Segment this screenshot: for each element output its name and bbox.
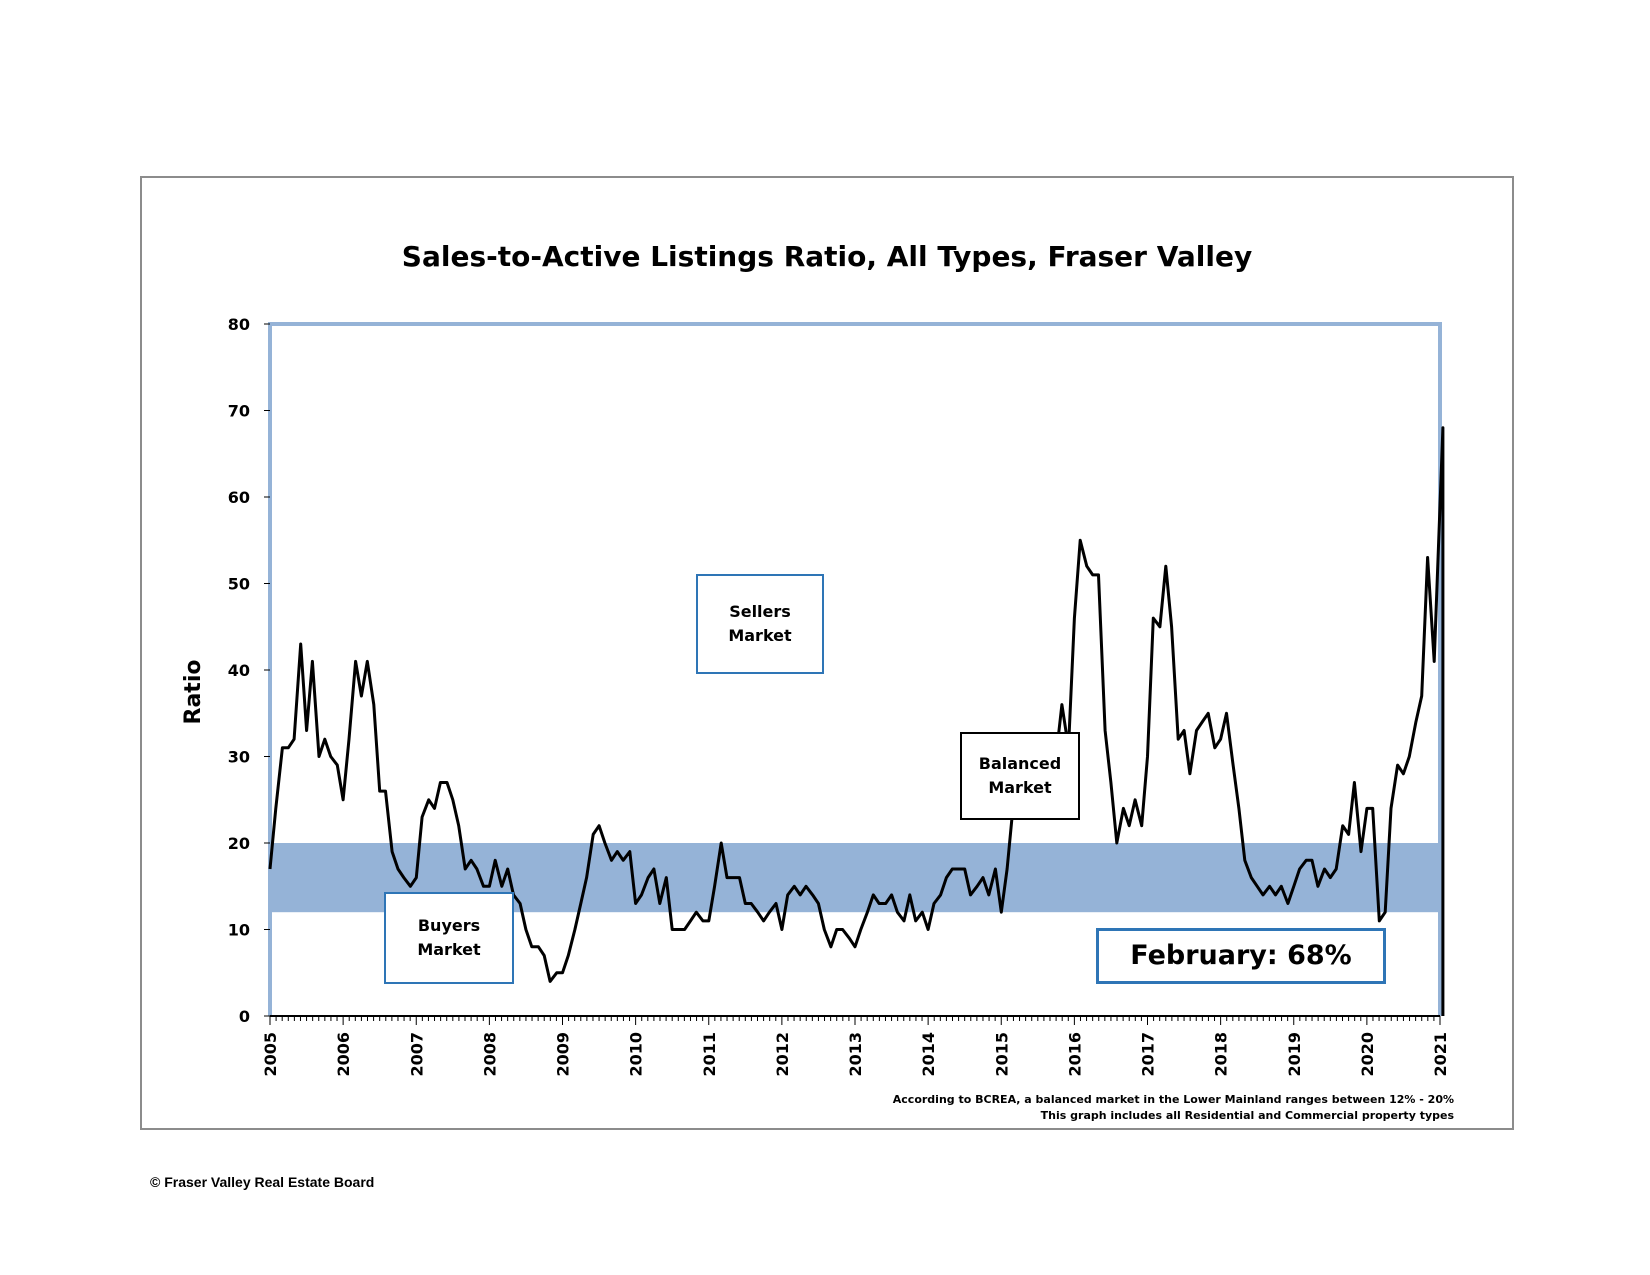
- axis-layer: 0 10 20 30 40 50 60 70 80 2005 2006 2007 2008 2009 201…: [228, 315, 1450, 1077]
- y-tick-label: 70: [228, 402, 250, 421]
- buyers-market-line1: Buyers: [417, 916, 481, 935]
- x-tick-label: 2011: [700, 1032, 719, 1077]
- chart-title: Sales-to-Active Listings Ratio, All Type…: [401, 240, 1253, 273]
- x-tick-label: 2009: [554, 1032, 573, 1077]
- y-tick-label: 0: [239, 1007, 250, 1026]
- buyers-market-label: Buyers Market: [384, 892, 514, 984]
- y-tick-label: 40: [228, 661, 250, 680]
- x-tick-label: 2017: [1139, 1032, 1158, 1077]
- february-highlight: February: 68%: [1096, 928, 1386, 984]
- balanced-market-label: Balanced Market: [960, 732, 1080, 820]
- x-tick-label: 2016: [1065, 1032, 1084, 1077]
- balanced-market-line2: Market: [988, 778, 1052, 797]
- x-tick-label: 2005: [261, 1032, 280, 1077]
- x-tick-label: 2015: [992, 1032, 1011, 1077]
- chart-notes: According to BCREA, a balanced market in…: [893, 1092, 1454, 1124]
- y-tick-label: 80: [228, 315, 250, 334]
- sellers-market-line2: Market: [728, 626, 792, 645]
- x-tick-label: 2007: [407, 1032, 426, 1077]
- x-tick-label: 2021: [1431, 1032, 1450, 1077]
- y-tick-label: 60: [228, 488, 250, 507]
- x-tick-label: 2010: [627, 1032, 646, 1077]
- buyers-market-line2: Market: [417, 940, 481, 959]
- series-layer: [268, 426, 1445, 1016]
- sellers-market-label: Sellers Market: [696, 574, 824, 674]
- y-tick-label: 30: [228, 748, 250, 767]
- x-tick-label: 2019: [1285, 1032, 1304, 1077]
- x-tick-label: 2008: [480, 1032, 499, 1077]
- x-tick-label: 2006: [334, 1032, 353, 1077]
- y-axis-title: Ratio: [181, 660, 206, 725]
- y-tick-label: 20: [228, 834, 250, 853]
- y-tick-label: 50: [228, 575, 250, 594]
- property-types-note: This graph includes all Residential and …: [1040, 1109, 1454, 1122]
- sellers-market-line1: Sellers: [729, 602, 791, 621]
- x-tick-label: 2018: [1212, 1032, 1231, 1077]
- y-tick-label: 10: [228, 921, 250, 940]
- x-tick-label: 2020: [1358, 1032, 1377, 1077]
- ratio-series-line: [268, 426, 1445, 1016]
- copyright-footer: © Fraser Valley Real Estate Board: [150, 1174, 375, 1190]
- x-tick-label: 2013: [846, 1032, 865, 1077]
- balanced-market-line1: Balanced: [978, 754, 1062, 773]
- x-tick-label: 2014: [919, 1032, 938, 1077]
- x-tick-label: 2012: [773, 1032, 792, 1077]
- balanced-range-note: According to BCREA, a balanced market in…: [892, 1093, 1454, 1106]
